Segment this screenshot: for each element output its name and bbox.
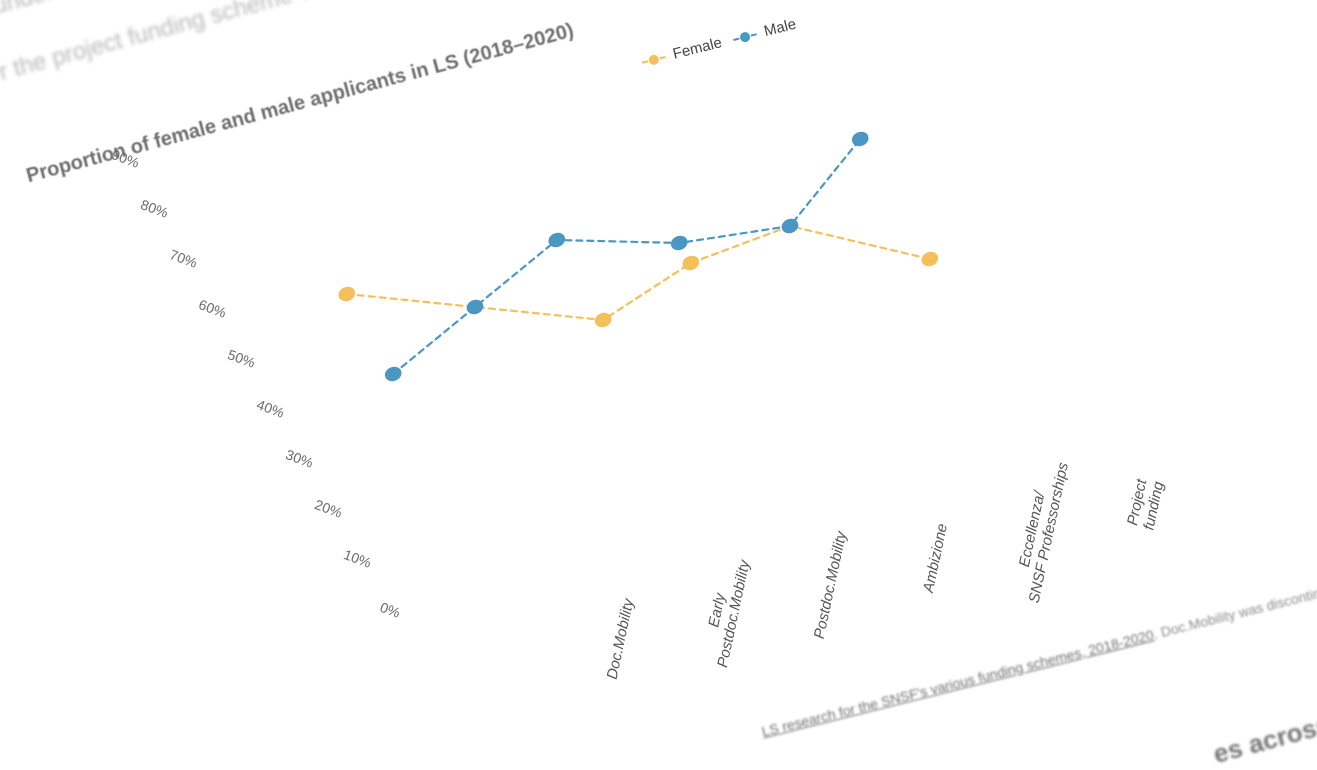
male-line bbox=[392, 137, 862, 376]
series-male bbox=[383, 129, 871, 383]
y-tick-label: 40% bbox=[255, 396, 287, 421]
female-data-point[interactable] bbox=[336, 284, 357, 303]
line-chart: 0% 10% 20% 30% 40% 50% 60% 70% 80% 90% Doc.Mobili… bbox=[110, 129, 1167, 681]
x-tick-label: Doc.Mobility bbox=[604, 596, 638, 681]
male-data-point[interactable] bbox=[383, 364, 404, 383]
female-data-point[interactable] bbox=[593, 310, 614, 329]
male-data-point[interactable] bbox=[850, 129, 871, 148]
female-data-point[interactable] bbox=[919, 249, 940, 268]
svg-text:Ambizione: Ambizione bbox=[920, 522, 951, 595]
female-data-point[interactable] bbox=[680, 253, 701, 272]
y-tick-label: 0% bbox=[378, 599, 402, 621]
y-tick-label: 20% bbox=[313, 496, 345, 521]
svg-text:Postdoc.Mobility: Postdoc.Mobility bbox=[811, 528, 851, 640]
x-tick-label: Postdoc.Mobility bbox=[811, 528, 851, 640]
svg-text:Doc.Mobility: Doc.Mobility bbox=[604, 596, 638, 681]
male-data-point[interactable] bbox=[779, 216, 800, 235]
y-axis-ticks: 0% 10% 20% 30% 40% 50% 60% 70% 80% 90% bbox=[110, 146, 403, 621]
y-tick-label: 50% bbox=[226, 346, 258, 371]
male-data-point[interactable] bbox=[546, 230, 567, 249]
y-tick-label: 30% bbox=[284, 446, 316, 471]
x-tick-label: Eccellenza/SNSF Professorships bbox=[1016, 461, 1072, 605]
y-tick-label: 60% bbox=[197, 296, 229, 321]
y-tick-label: 10% bbox=[342, 546, 374, 571]
male-data-point[interactable] bbox=[464, 297, 485, 316]
female-line bbox=[345, 224, 931, 322]
series-female bbox=[336, 218, 940, 329]
male-data-point[interactable] bbox=[669, 233, 690, 252]
y-tick-label: 70% bbox=[168, 246, 200, 271]
x-tick-label: Ambizione bbox=[920, 522, 951, 595]
y-tick-label: 90% bbox=[110, 146, 142, 171]
y-tick-label: 80% bbox=[139, 196, 171, 221]
